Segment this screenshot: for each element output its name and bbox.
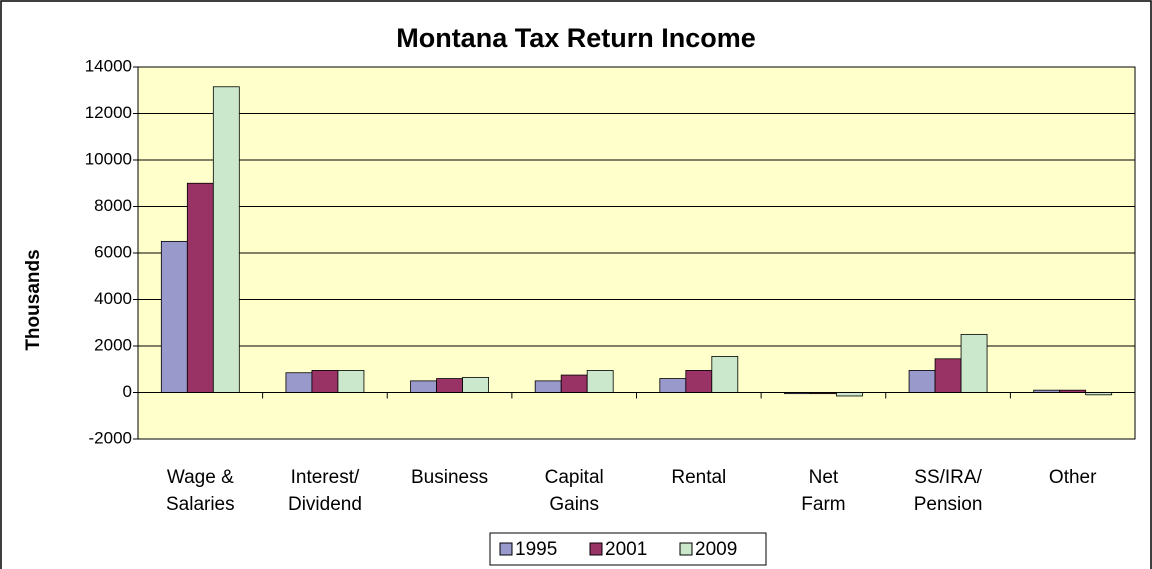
legend-swatch: [589, 542, 603, 556]
bar: [212, 86, 240, 393]
legend-label: 2009: [695, 539, 737, 560]
y-tick-label: 10000: [85, 149, 132, 168]
y-tick-label: 4000: [94, 289, 132, 308]
bar: [908, 370, 936, 393]
bar: [410, 380, 437, 393]
plot-border: [137, 66, 1136, 440]
x-tick-label: Net Farm: [801, 467, 846, 515]
bar: [560, 374, 588, 393]
y-tick-label: 0: [123, 382, 132, 401]
legend-label: 2001: [605, 539, 647, 560]
y-tick-label: 2000: [94, 335, 132, 354]
bar: [337, 370, 365, 393]
x-tick-label: Rental: [671, 467, 727, 488]
x-tick-label: Wage & Salaries: [165, 467, 235, 515]
bar: [160, 240, 188, 393]
y-tick-label: 14000: [85, 56, 132, 75]
legend-box: [489, 532, 767, 566]
bar: [285, 372, 313, 393]
x-tick-label: Interest/ Dividend: [287, 467, 362, 515]
bar: [436, 378, 463, 393]
bar: [311, 370, 339, 393]
legend-label: 1995: [515, 539, 557, 560]
bar: [659, 378, 687, 393]
x-tick-label: Other: [1048, 467, 1097, 488]
bar: [534, 380, 562, 393]
bar: [960, 333, 988, 393]
y-tick-label: 12000: [85, 103, 132, 122]
bar: [836, 392, 863, 397]
bar: [685, 370, 713, 393]
x-tick-label: Business: [411, 467, 489, 488]
bar: [586, 370, 614, 393]
y-tick-label: 6000: [94, 242, 132, 261]
x-tick-label: Capital Gains: [544, 467, 604, 515]
y-axis-label: Thousands: [23, 249, 44, 350]
bar: [934, 358, 962, 393]
x-tick-label: SS/IRA/ Pension: [913, 467, 983, 515]
y-tick-label: -2000: [89, 428, 132, 447]
bar: [711, 356, 739, 393]
bar: [186, 182, 214, 393]
y-tick-label: 8000: [94, 196, 132, 215]
chart-title: Montana Tax Return Income: [396, 23, 756, 53]
legend-swatch: [679, 542, 693, 556]
bar: [462, 376, 489, 393]
legend-swatch: [499, 542, 513, 556]
